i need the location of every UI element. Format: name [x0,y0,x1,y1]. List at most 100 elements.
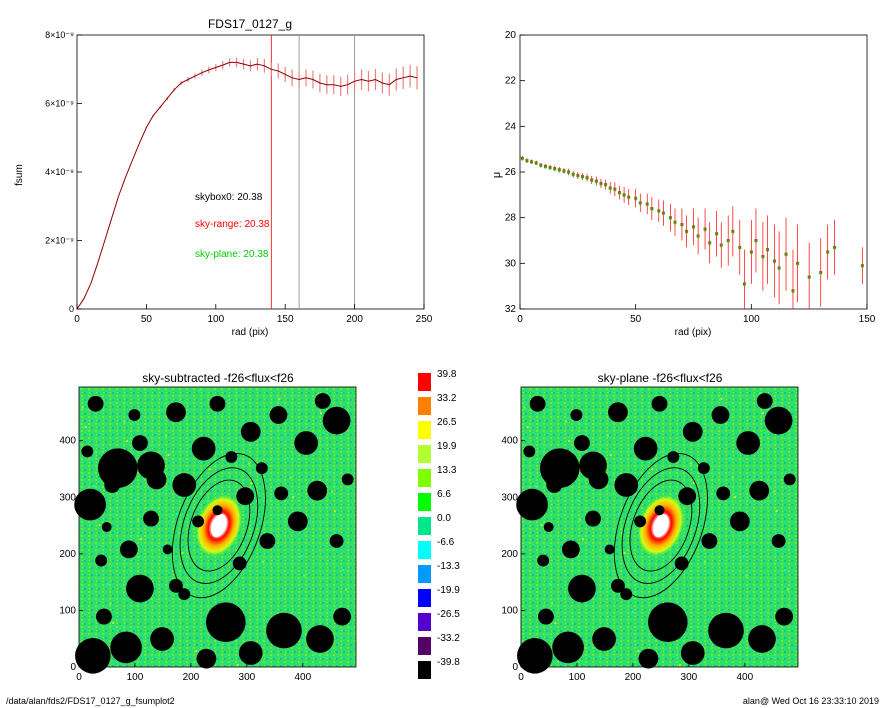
colorbar-swatch [418,469,431,487]
masked-source [611,578,625,593]
masked-source [172,473,197,497]
sky-subtracted-map [74,386,357,674]
noise-pixel [308,613,311,616]
colorbar-label: -19.9 [437,585,460,596]
noise-pixel [681,403,684,406]
mu-point [749,250,753,254]
noise-pixel [598,655,601,658]
masked-source [561,540,580,559]
mu-point-sky-plane [609,188,612,191]
masked-source [306,625,334,653]
masked-source [529,395,546,412]
masked-source [101,522,112,532]
mu-plot-frame [519,34,868,310]
noise-pixel [576,499,579,501]
mu-point [562,169,566,173]
noise-pixel [267,599,270,602]
masked-source [150,627,174,651]
fsum-x-axis-label: rad (pix) [232,327,269,338]
mu-point-sky-plane [613,189,616,192]
masked-source [294,431,319,455]
masked-source [608,402,628,423]
mu-point-sky-plane [680,224,683,227]
mu-point [590,178,594,182]
sky-subtracted-y-ticks: 0 100 200 300 400 [59,436,83,673]
x-tick-label: 300 [681,672,698,683]
noise-pixel [142,557,145,560]
mu-point [622,193,626,197]
masked-source [716,486,731,501]
mu-point [807,275,811,279]
aperture-ellipse [629,479,693,572]
noise-pixel [725,437,728,440]
noise-pixel [303,574,306,577]
mu-y-axis-label: μ [491,172,503,178]
noise-pixel [653,487,656,490]
masked-source [697,462,710,475]
y-tick-label: 400 [501,436,518,447]
masked-source [783,473,796,486]
noise-pixel [728,457,731,459]
noise-pixel [678,664,681,667]
mu-point-sky-plane [715,233,718,236]
mu-point [580,175,584,179]
masked-source [568,574,596,603]
mu-point-sky-plane [754,240,757,243]
noise-pixel [247,462,250,465]
y-tick-label: 26 [505,167,517,178]
fsum-error-bars [145,57,418,129]
masked-source [169,578,183,593]
masked-source [274,486,289,501]
colorbar-label: -39.8 [437,657,460,668]
masked-source [232,556,247,571]
y-tick-label: 100 [501,605,518,616]
mu-point-sky-plane [808,277,811,280]
mu-point-sky-plane [558,169,561,172]
mu-point [548,165,552,169]
masked-source [212,505,223,516]
mu-point [715,232,719,236]
mu-point-sky-plane [738,247,741,250]
fsum-y-ticks: 0 2×10⁻⁹ 4×10⁻⁹ 6×10⁻⁹ 8×10⁻⁹ [45,30,82,314]
noise-pixel [601,395,604,398]
mu-point-sky-plane [576,175,579,178]
noise-pixel [521,387,523,389]
mu-point [594,179,598,183]
mu-point [754,239,758,242]
colorbar-swatch [418,541,431,559]
noise-pixel [239,403,242,406]
noise-pixel [250,482,253,485]
masked-source [654,505,665,516]
x-tick-label: 50 [141,314,153,325]
mu-point [860,264,864,268]
masked-source [206,602,246,642]
masked-source [633,436,658,461]
mu-point [557,168,561,172]
mu-point [703,227,707,231]
mu-point [777,266,781,270]
mu-point [708,241,712,245]
mu-point [638,201,642,205]
y-tick-label: 22 [505,76,517,87]
mu-point-sky-plane [819,272,822,275]
noise-pixel [609,454,612,457]
noise-pixel [286,457,289,459]
y-tick-label: 300 [59,492,76,503]
sky-plane-x-ticks: 0 100 200 300 400 [518,663,754,683]
noise-pixel [81,406,84,409]
y-tick-label: 30 [505,258,517,269]
mu-profile-plot: 0 50 100 150 20 22 24 26 28 30 32 rad (pix) μ [491,30,876,338]
noise-pixel [314,653,317,655]
colorbar-swatch [418,445,431,463]
noise-pixel [626,571,629,574]
mu-point-sky-plane [562,171,565,173]
noise-pixel [156,655,159,658]
fsum-profile-plot: FDS17_0127_g 0 50 100 150 200 250 0 2×10⁻⁹ 4×10… [14,17,433,338]
noise-pixel [292,496,295,499]
colorbar-label: 33.2 [437,393,457,404]
noise-pixel [692,482,695,485]
masked-source [539,448,580,488]
mu-point-sky-plane [599,183,602,186]
x-tick-label: 0 [518,672,524,683]
fsum-y-axis-label: fsum [14,164,25,186]
